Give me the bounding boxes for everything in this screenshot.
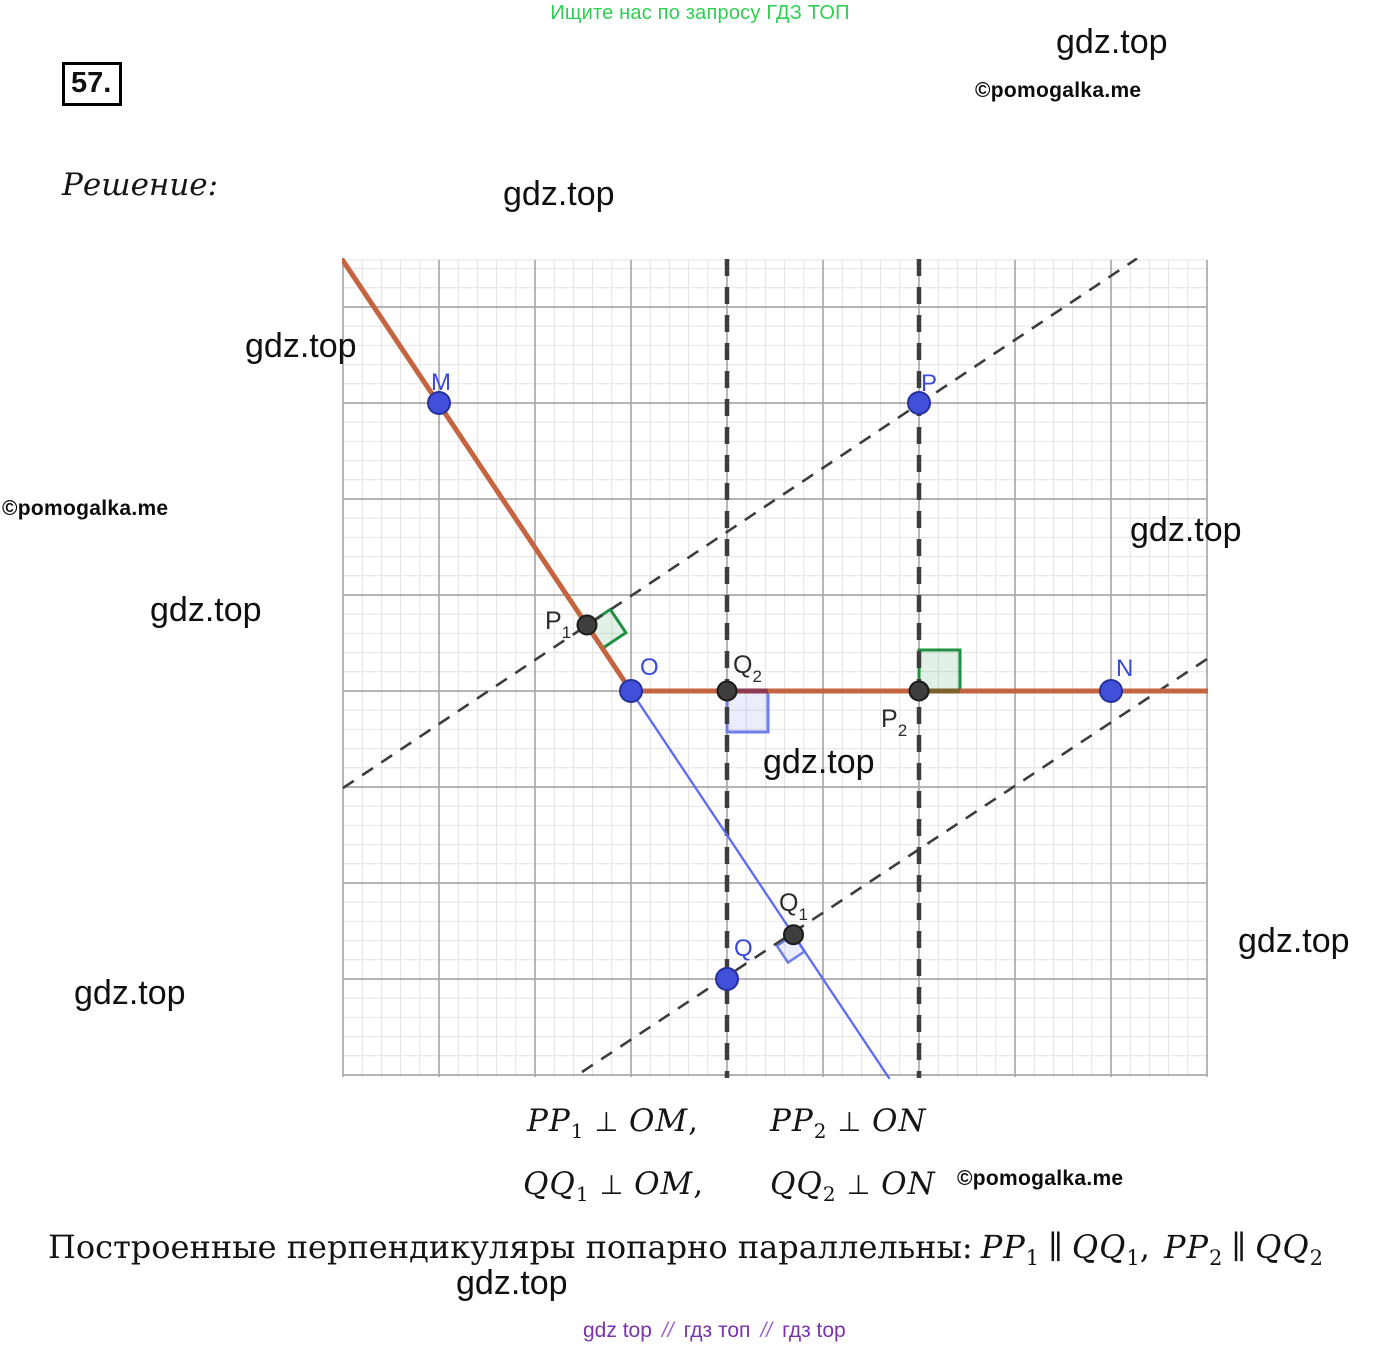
footer-link-gdz-top-ru[interactable]: гдз топ bbox=[683, 1319, 751, 1342]
point-O bbox=[619, 679, 643, 703]
perpendicular-symbol: ⊥ bbox=[594, 1107, 618, 1138]
label-P1: P1 bbox=[545, 607, 571, 642]
label-Q2: Q2 bbox=[733, 651, 762, 686]
problem-number-box: 57. bbox=[62, 62, 123, 107]
parallel-pair-2: PP2 ∥ QQ2 bbox=[1163, 1228, 1323, 1270]
formula-var: PP bbox=[527, 1103, 571, 1139]
watermark-gdz-top: gdz.top bbox=[503, 175, 615, 213]
formula-var: PP bbox=[770, 1103, 814, 1139]
point-P1 bbox=[576, 614, 598, 636]
footer-link-gdz-top-mixed[interactable]: гдз top bbox=[782, 1319, 846, 1342]
formula-pp2-perp-on: PP2 ⊥ ON bbox=[770, 1103, 927, 1143]
grid-major-lines bbox=[342, 260, 1208, 1077]
formula-var: ON bbox=[871, 1103, 927, 1139]
point-Q bbox=[715, 967, 739, 991]
formula-qq1-perp-om: QQ1 ⊥ OM, bbox=[523, 1166, 704, 1206]
watermark-gdz-top: gdz.top bbox=[1130, 511, 1242, 549]
watermark-gdz-top: gdz.top bbox=[1238, 922, 1350, 960]
watermark-gdz-top: gdz.top bbox=[74, 974, 186, 1012]
formula-var: OM bbox=[634, 1166, 694, 1202]
parallel-symbol: ∥ bbox=[1231, 1228, 1247, 1266]
footer-link-gdz-top[interactable]: gdz top bbox=[583, 1319, 652, 1342]
perp-QQ1-dashed bbox=[581, 657, 1208, 1074]
watermark-gdz-top: gdz.top bbox=[150, 591, 262, 629]
parallel-symbol: ∥ bbox=[1048, 1228, 1063, 1266]
construction-diagram: M P O N Q P1 Q2 P2 Q1 bbox=[342, 258, 1208, 1080]
watermark-pomogalka: ©pomogalka.me bbox=[957, 1167, 1124, 1190]
label-N: N bbox=[1116, 655, 1133, 682]
label-Q1: Q1 bbox=[779, 889, 808, 924]
watermark-gdz-top: gdz.top bbox=[763, 743, 875, 781]
formula-qq2-perp-on: QQ2 ⊥ ON bbox=[770, 1166, 936, 1206]
watermark-pomogalka: ©pomogalka.me bbox=[2, 497, 169, 520]
formula-var: QQ bbox=[770, 1166, 823, 1202]
formula-var: QQ bbox=[523, 1166, 576, 1202]
label-P2: P2 bbox=[881, 705, 907, 740]
formula-var: ON bbox=[881, 1166, 936, 1202]
watermark-pomogalka: ©pomogalka.me bbox=[975, 79, 1142, 102]
point-N bbox=[1099, 679, 1123, 703]
label-P: P bbox=[921, 370, 937, 397]
point-M bbox=[427, 391, 451, 415]
problem-number: 57. bbox=[71, 67, 112, 99]
conclusion-text: Построенные перпендикуляры попарно парал… bbox=[48, 1228, 973, 1266]
grid-minor-lines bbox=[343, 259, 1207, 1077]
line-OQ1 bbox=[629, 689, 891, 1080]
label-M: M bbox=[431, 369, 451, 396]
watermark-gdz-top: gdz.top bbox=[245, 327, 357, 365]
footer-separator: // bbox=[661, 1319, 674, 1342]
point-P2 bbox=[908, 680, 930, 702]
perpendicular-symbol: ⊥ bbox=[846, 1170, 871, 1201]
point-Q1 bbox=[783, 924, 804, 946]
parallel-pair-1: PP1 ∥ QQ1, bbox=[980, 1228, 1150, 1270]
solution-label: Решение: bbox=[62, 167, 219, 203]
watermark-gdz-top: gdz.top bbox=[1056, 23, 1168, 61]
label-O: O bbox=[640, 654, 659, 681]
point-P bbox=[907, 391, 931, 415]
label-Q: Q bbox=[734, 935, 753, 962]
perpendicular-symbol: ⊥ bbox=[837, 1107, 861, 1138]
conclusion-statement: Построенные перпендикуляры попарно парал… bbox=[48, 1228, 1329, 1270]
footer-links: gdz top // гдз топ // гдз top bbox=[583, 1319, 846, 1343]
promo-banner: Ищите нас по запросу ГДЗ ТОП bbox=[550, 2, 850, 24]
point-Q2 bbox=[716, 680, 738, 702]
watermark-gdz-top: gdz.top bbox=[456, 1264, 568, 1302]
formula-pp1-perp-om: PP1 ⊥ OM, bbox=[527, 1103, 698, 1143]
perpendicular-symbol: ⊥ bbox=[599, 1170, 624, 1201]
footer-separator: // bbox=[760, 1319, 773, 1342]
formula-var: OM bbox=[628, 1103, 689, 1139]
